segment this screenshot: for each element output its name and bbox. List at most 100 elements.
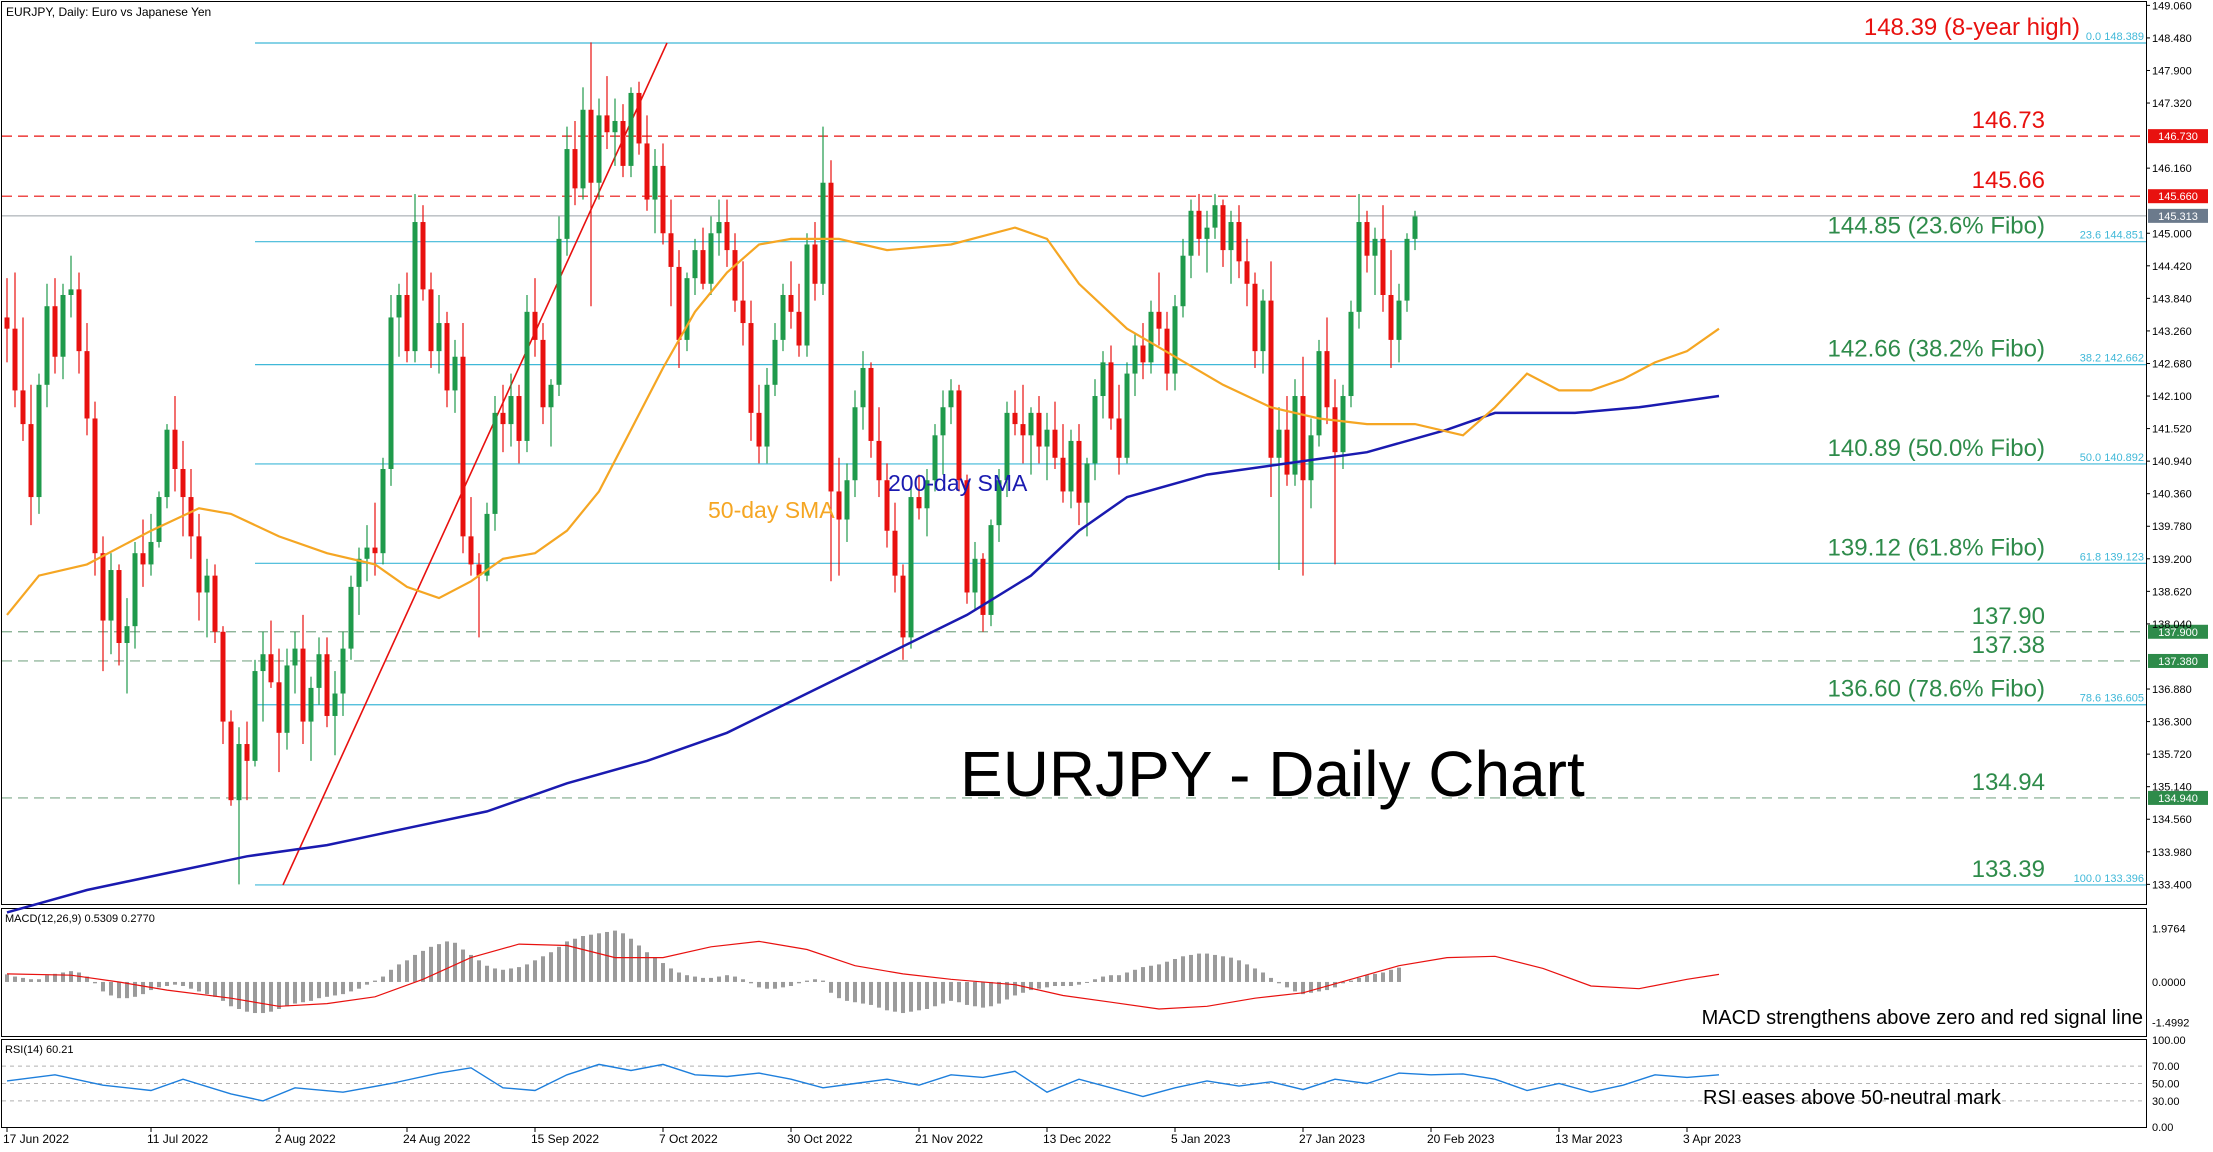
candle-body-up <box>1228 222 1234 251</box>
price-tag-box <box>2148 790 2208 805</box>
macd-histogram-bar <box>501 969 505 982</box>
macd-histogram-bar <box>333 981 337 996</box>
macd-histogram-bar <box>253 981 257 1014</box>
macd-signal-line <box>6 940 1720 1010</box>
fibo-tag: 23.6 144.851 <box>2080 230 2144 242</box>
macd-histogram-bar <box>981 981 985 1008</box>
macd-histogram-bar <box>733 976 737 982</box>
candle-body-down <box>116 570 122 643</box>
candle-body-up <box>236 744 242 801</box>
candle-body-up <box>932 435 938 481</box>
macd-histogram-bar <box>973 981 977 1007</box>
candle-body-up <box>1412 216 1418 239</box>
macd-histogram-bar <box>581 936 585 982</box>
candle-body-down <box>1388 294 1394 340</box>
macd-histogram-bar <box>461 949 465 982</box>
candle-body-up <box>852 407 858 481</box>
candle-body-down <box>1076 440 1082 503</box>
levels-layer: 148.39 (8-year high) 0.0 148.389 146.73 146… <box>2 14 2208 886</box>
macd-histogram-bar <box>933 981 937 1007</box>
macd-histogram-bar <box>1253 968 1257 982</box>
candle-body-down <box>636 92 642 144</box>
sma50-line <box>6 226 1720 616</box>
price-tick-label: 147.900 <box>2152 65 2192 77</box>
macd-histogram-bar <box>349 981 353 992</box>
price-tick-label: 147.320 <box>2152 98 2192 110</box>
candle-body-down <box>1108 362 1114 419</box>
candle-body-up <box>972 558 978 593</box>
candle-body-up <box>708 233 714 284</box>
macd-histogram-bar <box>1109 975 1113 982</box>
fibo-tag: 100.0 133.396 <box>2074 873 2144 885</box>
macd-histogram-bar <box>829 981 833 993</box>
fibo-tag: 61.8 139.123 <box>2080 551 2144 563</box>
fibo-tag: 38.2 142.662 <box>2080 353 2144 365</box>
macd-histogram-bar <box>1133 969 1137 982</box>
macd-histogram-bar <box>61 972 65 982</box>
candle-body-down <box>1020 424 1026 436</box>
macd-histogram-bar <box>93 981 97 984</box>
macd-histogram-bar <box>693 976 697 982</box>
macd-histogram-bar <box>221 981 225 1001</box>
candle-body-up <box>1404 238 1410 301</box>
candle-body-up <box>260 654 266 672</box>
macd-histogram-bar <box>629 938 633 982</box>
candle-body-down <box>1380 238 1386 295</box>
candle-body-up <box>124 626 130 643</box>
candle-body-up <box>908 497 914 638</box>
candle-body-up <box>148 541 154 565</box>
macd-histogram-bar <box>101 981 105 992</box>
macd-histogram-bar <box>165 981 169 987</box>
candle-body-up <box>204 575 210 593</box>
candle-body-up <box>1172 306 1178 374</box>
macd-histogram-bar <box>413 954 417 982</box>
rsi-layer: 100.00 70.00 50.00 30.00 0.00 <box>2 1035 2186 1134</box>
macd-histogram-bar <box>573 938 577 982</box>
macd-histogram-bar <box>949 981 953 1001</box>
macd-histogram-bar <box>925 981 929 1009</box>
macd-histogram-bar <box>277 981 281 1009</box>
candle-body-down <box>964 480 970 593</box>
candle-body-up <box>1188 210 1194 256</box>
candle-body-up <box>1396 300 1402 340</box>
macd-histogram-bar <box>989 981 993 1007</box>
candle-body-down <box>420 222 426 290</box>
candle-body-down <box>220 631 226 722</box>
macd-histogram-bar <box>269 981 273 1012</box>
macd-histogram-bar <box>13 976 17 982</box>
candle-body-up <box>108 570 114 621</box>
macd-histogram-bar <box>205 981 209 995</box>
candle-body-down <box>828 182 834 492</box>
candle-body-down <box>372 547 378 554</box>
date-tick-label: 30 Oct 2022 <box>787 1132 853 1146</box>
macd-histogram-bar <box>37 979 41 982</box>
macd-histogram-bar <box>229 981 233 1007</box>
candle-body-up <box>68 289 74 295</box>
macd-histogram-bar <box>1365 975 1369 982</box>
macd-histogram-bar <box>533 960 537 982</box>
date-tick-label: 11 Jul 2022 <box>147 1132 208 1146</box>
candle-body-down <box>1116 418 1122 458</box>
candle-body-up <box>340 648 346 694</box>
candle-body-down <box>884 480 890 531</box>
rsi-line <box>6 1063 1720 1102</box>
level-label: 146.73 <box>1972 107 2045 134</box>
macd-histogram-bar <box>1029 981 1033 991</box>
macd-histogram-bar <box>1277 981 1281 984</box>
macd-histogram-bar <box>797 981 801 984</box>
candle-body-down <box>1140 345 1146 363</box>
macd-histogram-bar <box>741 979 745 982</box>
macd-histogram-bar <box>1245 964 1249 982</box>
candle-body-down <box>956 390 962 481</box>
candle-body-up <box>996 480 1002 526</box>
candle-body-up <box>692 250 698 279</box>
macd-histogram-bar <box>237 981 241 1009</box>
macd-histogram-bar <box>1357 977 1361 982</box>
candle-body-down <box>796 311 802 346</box>
candle-body-down <box>740 300 746 324</box>
candle-body-up <box>164 429 170 498</box>
candle-body-down <box>20 390 26 425</box>
price-panel-frame <box>1 1 2147 905</box>
candle-body-up <box>764 384 770 447</box>
candle-body-up <box>1084 463 1090 503</box>
